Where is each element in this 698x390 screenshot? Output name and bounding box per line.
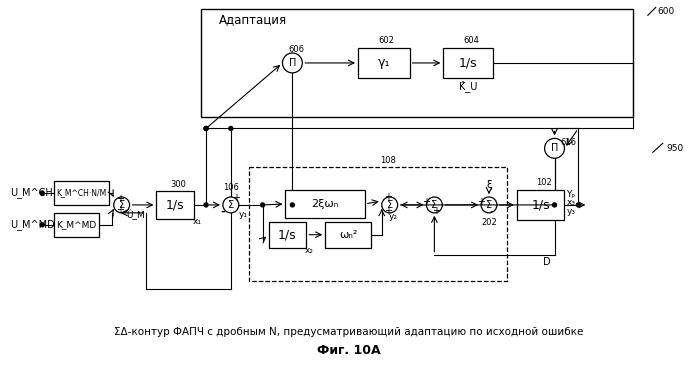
Text: x₃: x₃ [567,199,575,207]
Text: 106: 106 [223,183,239,191]
Text: 602: 602 [379,35,394,44]
Text: 102: 102 [536,177,551,186]
Circle shape [204,126,208,131]
Circle shape [290,203,295,207]
Text: Σ: Σ [486,200,492,210]
Text: K̂_U: K̂_U [459,80,477,92]
Text: Yₚ: Yₚ [567,190,576,199]
Text: +: + [477,197,485,207]
Text: Σ: Σ [387,200,393,210]
Text: 202: 202 [481,218,497,227]
Text: 600: 600 [658,7,675,16]
Text: D: D [543,257,551,266]
Text: 1/s: 1/s [166,199,184,211]
Circle shape [229,126,233,131]
Text: П: П [289,58,296,68]
Text: +: + [422,197,431,207]
Text: +: + [116,194,124,204]
Circle shape [204,126,208,131]
Text: ΣΔ-контур ФАПЧ с дробным N, предусматривающий адаптацию по исходной ошибке: ΣΔ-контур ФАПЧ с дробным N, предусматрив… [114,327,584,337]
Bar [156,191,194,219]
Bar [54,213,99,237]
Text: Σ: Σ [431,200,438,210]
Circle shape [204,203,208,207]
Bar [201,9,633,117]
Text: 1/s: 1/s [278,228,297,241]
Text: U_M^CH: U_M^CH [10,188,53,199]
Text: x₁: x₁ [193,217,202,226]
Text: +: + [232,193,240,203]
Bar [517,190,565,220]
Text: ξ: ξ [486,180,492,190]
Text: 606: 606 [288,44,304,53]
Bar [54,181,109,205]
Bar [269,222,306,248]
Text: +: + [116,205,124,215]
Text: +: + [384,206,392,216]
Text: ωₙ²: ωₙ² [339,230,357,240]
Text: +: + [384,192,392,202]
Text: y₃: y₃ [567,207,575,216]
Text: γ₁: γ₁ [378,57,390,69]
Text: 604: 604 [463,35,479,44]
Circle shape [40,223,44,227]
Circle shape [481,197,497,213]
Text: 1/s: 1/s [531,199,550,211]
Text: y₁: y₁ [238,210,247,219]
Bar [443,48,493,78]
Text: 950: 950 [667,144,684,153]
Bar [358,48,410,78]
Text: K_M^CH·N/M: K_M^CH·N/M [57,188,107,197]
Text: 616: 616 [560,138,577,147]
Text: П: П [551,144,558,153]
Circle shape [260,203,265,207]
Text: +: + [432,206,440,216]
Bar [325,222,371,248]
Text: Σ: Σ [228,200,234,210]
Text: 1/s: 1/s [459,57,477,69]
Bar [248,167,507,281]
Circle shape [40,191,44,195]
Text: -: - [489,206,493,216]
Text: x₂: x₂ [305,246,314,255]
Text: 2ξωₙ: 2ξωₙ [311,199,339,209]
Text: K_M^MD: K_M^MD [57,220,96,229]
Text: Û_M: Û_M [126,210,145,220]
Bar [285,190,365,218]
Circle shape [114,197,130,213]
Circle shape [577,203,580,207]
Circle shape [223,197,239,213]
Text: -: - [221,207,225,217]
Text: 108: 108 [380,156,396,165]
Text: Σ: Σ [119,200,125,210]
Circle shape [553,203,556,207]
Text: U_M^MD: U_M^MD [10,219,55,230]
Text: 300: 300 [170,179,186,189]
Circle shape [283,53,302,73]
Circle shape [382,197,398,213]
Text: Адаптация: Адаптация [219,13,287,26]
Circle shape [544,138,565,158]
Text: Фиг. 10А: Фиг. 10А [317,344,381,357]
Text: y₂: y₂ [389,212,398,222]
Circle shape [426,197,443,213]
